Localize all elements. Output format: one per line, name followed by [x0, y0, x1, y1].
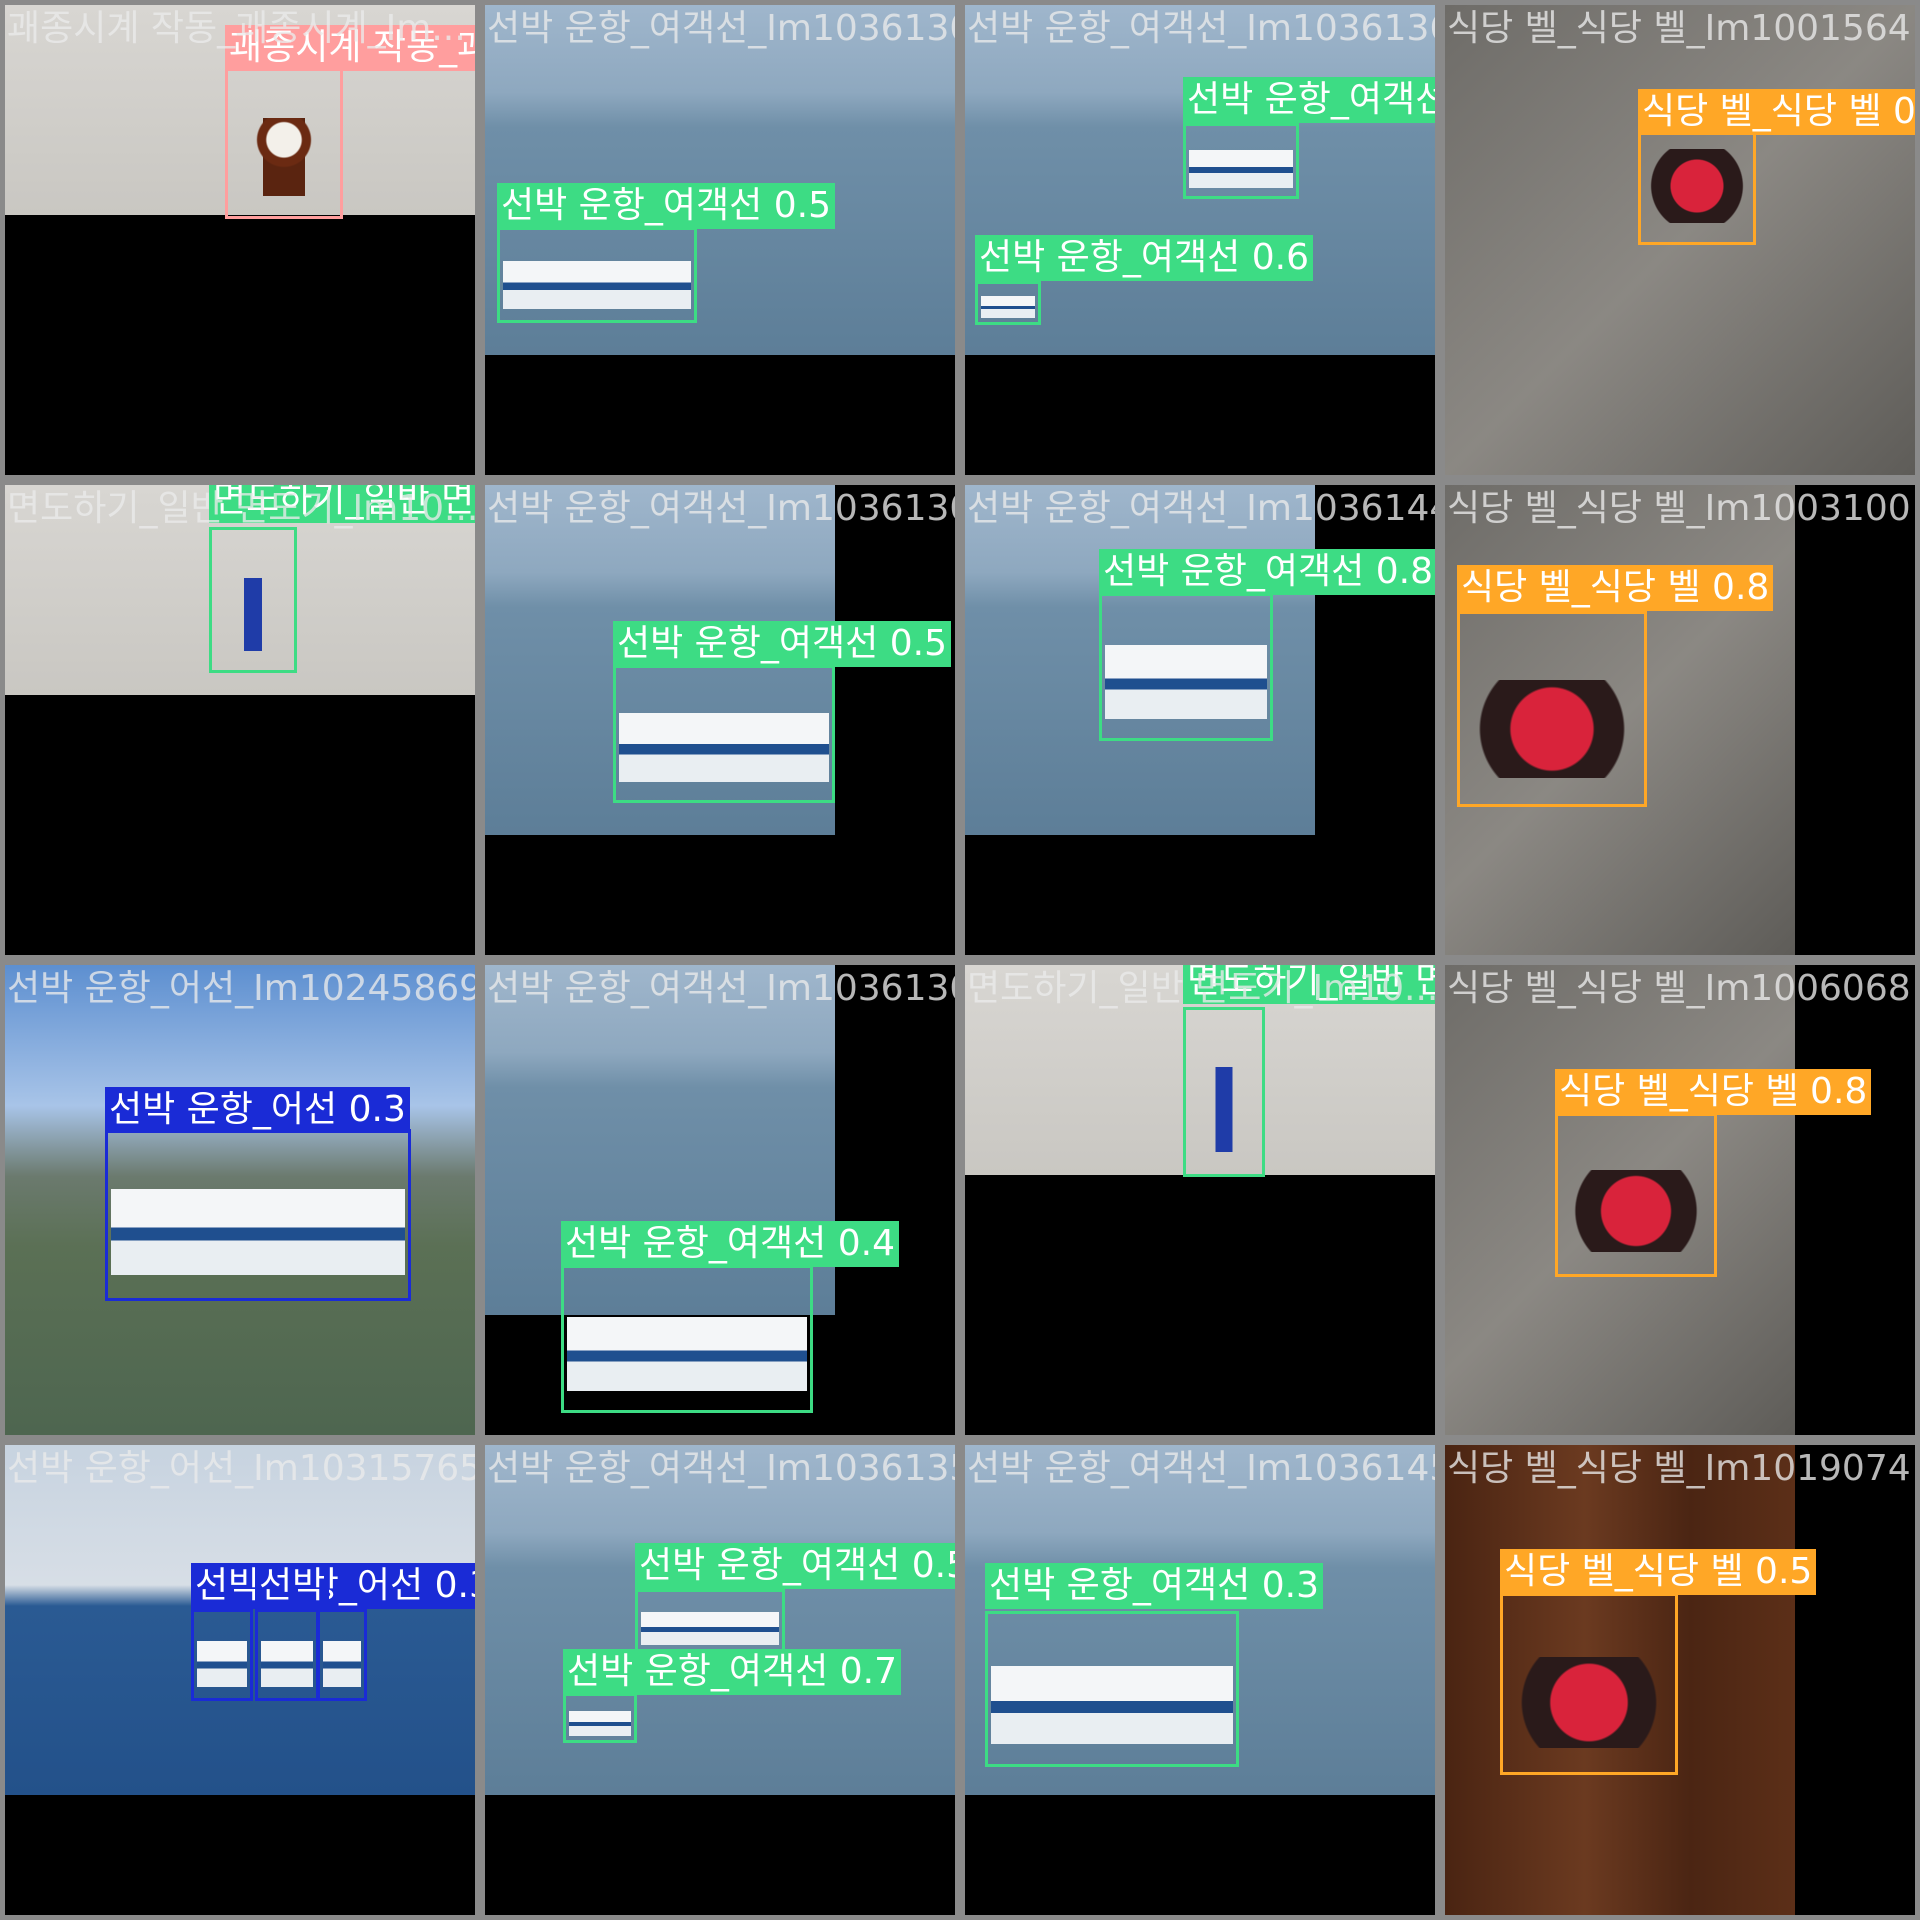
bounding-box — [975, 281, 1041, 325]
detection-label: 선박 운항_여객선 0.5 — [497, 183, 835, 229]
bounding-box — [225, 63, 343, 219]
detected-object — [1506, 1656, 1672, 1748]
bounding-box — [497, 227, 697, 323]
mosaic-tile: 선박 운항_여객선 0.5선박 운항_여객선_Im10361304.jpg — [485, 5, 955, 475]
mosaic-tile: 식당 벨_식당 벨 0.8 식당 벨_식당 벨_Im1003100 — [1445, 485, 1915, 955]
detection-label: 선박 운항_여객선 0.7 — [563, 1649, 901, 1695]
detection-label: 괘종시계 작동_괘종시계 0.7 — [225, 25, 475, 71]
detected-object — [323, 1641, 361, 1688]
detection-label: 선박 운항_여객선 0.7 — [1183, 77, 1435, 123]
bounding-box — [1500, 1593, 1678, 1775]
detection-label: 선박 운항_어선 0.3 — [191, 1563, 475, 1609]
detected-object — [261, 1641, 313, 1688]
detection-label: 식당 벨_식당 벨 0.8 — [1457, 565, 1774, 611]
bounding-box — [613, 665, 835, 803]
tile-image — [5, 1445, 475, 1795]
detection-label: 식당 벨_식당 벨 0. — [1638, 89, 1915, 135]
bounding-box — [1183, 123, 1299, 199]
bounding-box — [255, 1609, 319, 1701]
detection-label: 면도하기_일반 면도기 0.8 — [1183, 965, 1435, 1004]
bounding-box — [635, 1589, 785, 1655]
detected-object — [567, 1316, 807, 1391]
mosaic-tile: 선박 운항_여객선 0.3선박 운항_여객선_Im10361454.jpg — [965, 1445, 1435, 1915]
bounding-box — [563, 1693, 637, 1743]
mosaic-tile: 선박 운항_여객선 0.7선박 운항_여객선 0.6선박 운항_여객선_Im10… — [965, 5, 1435, 475]
mosaic-tile: 식당 벨_식당 벨 0.5 식당 벨_식당 벨_Im1019074 — [1445, 1445, 1915, 1915]
mosaic-tile: 선박 운항_여객선 0.4선박 운항_여객선_Im10361309.jpg — [485, 965, 955, 1435]
detected-object — [1189, 149, 1293, 188]
mosaic-tile: 면도하기_일반 면도기 0.8면도하기_일반 면도기_Im10... — [5, 485, 475, 955]
bounding-box — [1555, 1113, 1717, 1277]
bounding-box — [209, 527, 297, 673]
detection-label: 선박 운항_여객선 0.5 — [635, 1543, 955, 1589]
bounding-box — [1099, 593, 1273, 741]
mosaic-tile: 면도하기_일반 면도기 0.8면도하기_일반 면도기_Im10... — [965, 965, 1435, 1435]
detection-label: 면도하기_일반 면도기 0.8 — [209, 485, 475, 523]
detected-object — [215, 578, 291, 652]
detected-object — [1105, 644, 1267, 719]
bounding-box — [317, 1609, 367, 1701]
mosaic-tile: 선박 운항_여객선 0.5 선박 운항_여객선 0.7 선박 운항_여객선_Im10… — [485, 1445, 955, 1915]
detection-label: 식당 벨_식당 벨 0.8 — [1555, 1069, 1872, 1115]
bounding-box — [561, 1265, 813, 1413]
detected-object — [641, 1612, 779, 1646]
mosaic-tile: 선박 운항_어선 0.3선박 운항_어선_Im10245869.jpg — [5, 965, 475, 1435]
bounding-box — [105, 1129, 411, 1301]
bounding-box — [191, 1609, 253, 1701]
mosaic-tile: 괘종시계 작동_괘종시계 0.7괘종시계 작동_괘종시계_Im... — [5, 5, 475, 475]
detected-object — [981, 296, 1035, 319]
detection-label: 선박 운항_여객선 0.5 — [613, 621, 951, 667]
detection-label: 선박 — [255, 1563, 330, 1609]
detected-object — [1561, 1170, 1711, 1253]
detected-object — [503, 260, 691, 309]
detection-label: 선박 운항_어선 0.3 — [105, 1087, 410, 1133]
bounding-box — [1183, 1007, 1265, 1177]
detected-object — [231, 117, 337, 196]
detected-object — [569, 1710, 631, 1736]
detected-object — [991, 1665, 1233, 1744]
detection-label: 식당 벨_식당 벨 0.5 — [1500, 1549, 1817, 1595]
detected-object — [197, 1641, 247, 1688]
detected-object — [1463, 679, 1641, 778]
detection-label: 선박 운항_여객선 0.6 — [975, 235, 1313, 281]
detection-label: 선박 운항_여객선 0.8 — [1099, 549, 1435, 595]
bounding-box — [985, 1611, 1239, 1767]
bounding-box — [1457, 611, 1647, 807]
detected-object — [111, 1189, 405, 1276]
detection-label: 선박 운항_여객선 0.4 — [561, 1221, 899, 1267]
mosaic-tile: 선박 운항_여객선 0.5선박 운항_여객선_Im10361306.jpg — [485, 485, 955, 955]
detection-label: 선박 운항_여객선 0.3 — [985, 1563, 1323, 1609]
mosaic-tile: 식당 벨_식당 벨 0. 식당 벨_식당 벨_Im1001564 — [1445, 5, 1915, 475]
tile-image — [1445, 5, 1915, 475]
mosaic-tile: 선박 운항_여객선 0.8선박 운항_여객선_Im10361447.jpg — [965, 485, 1435, 955]
mosaic-tile: 식당 벨_식당 벨 0.8 식당 벨_식당 벨_Im1006068 — [1445, 965, 1915, 1435]
detected-object — [619, 713, 829, 783]
detected-object — [1644, 148, 1750, 223]
detected-object — [1189, 1066, 1259, 1152]
